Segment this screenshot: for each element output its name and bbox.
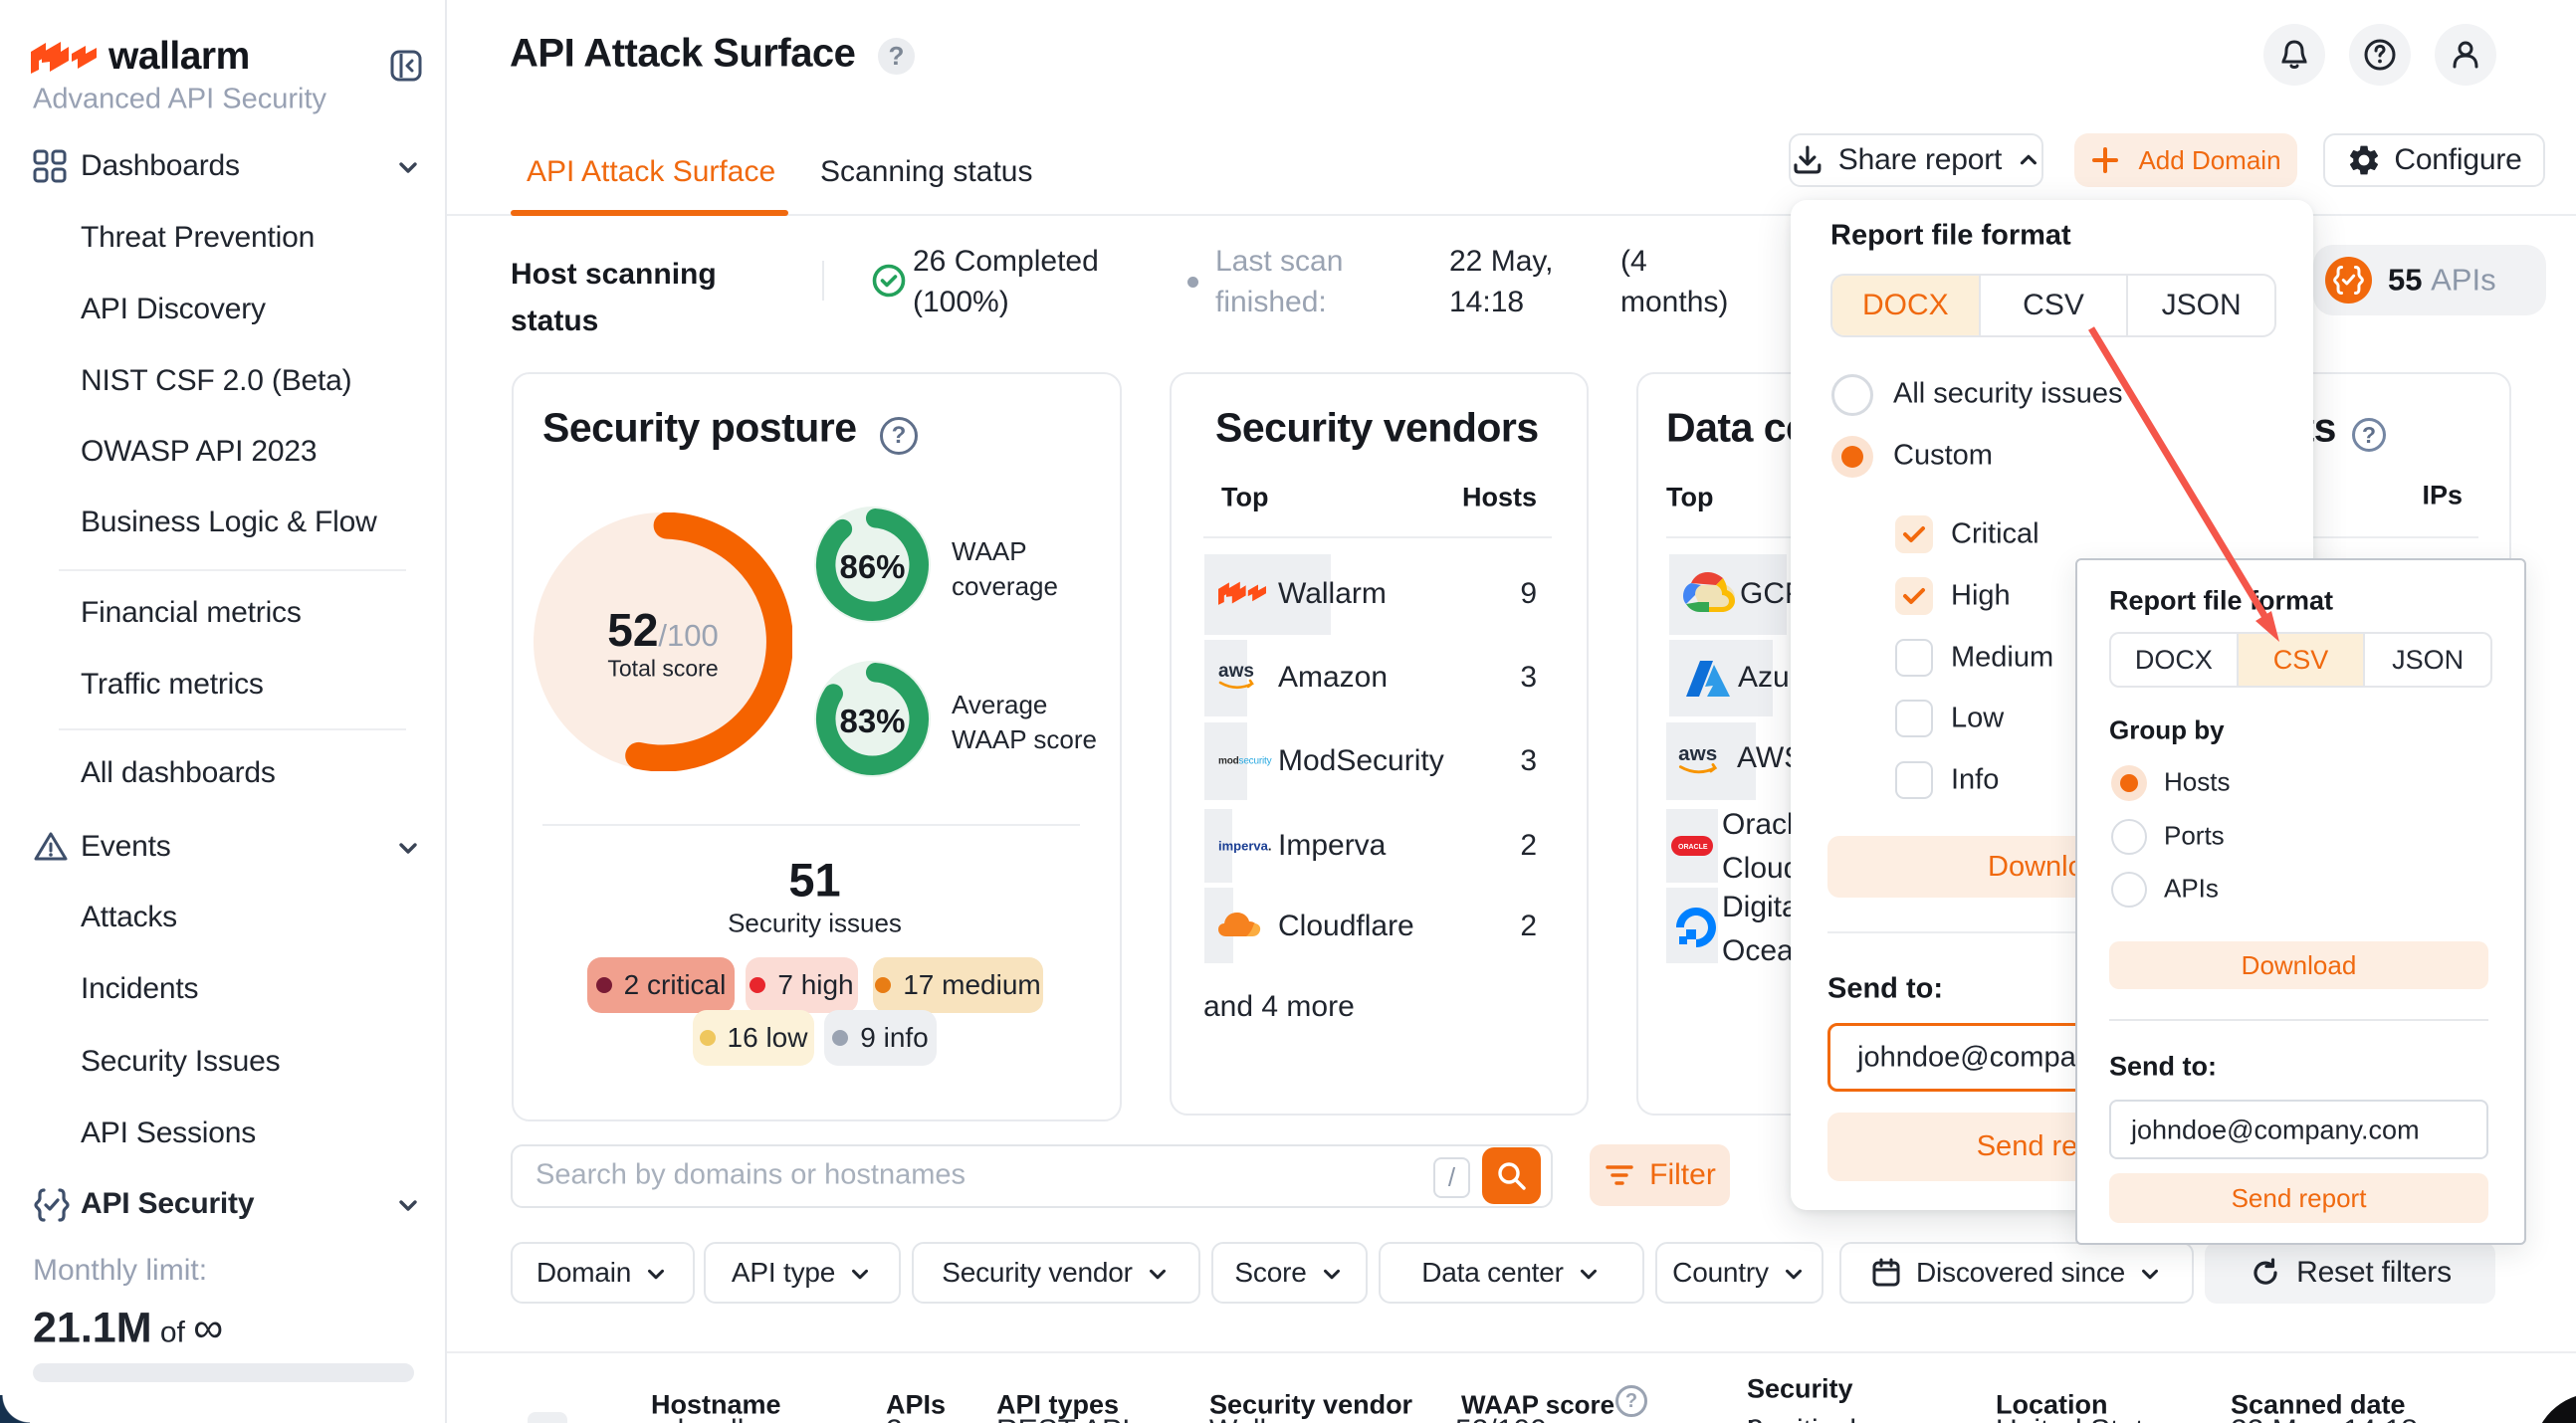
svg-text:aws: aws [1678,742,1717,765]
svg-text:ORACLE: ORACLE [1678,844,1708,851]
svg-text:aws: aws [1218,661,1254,682]
